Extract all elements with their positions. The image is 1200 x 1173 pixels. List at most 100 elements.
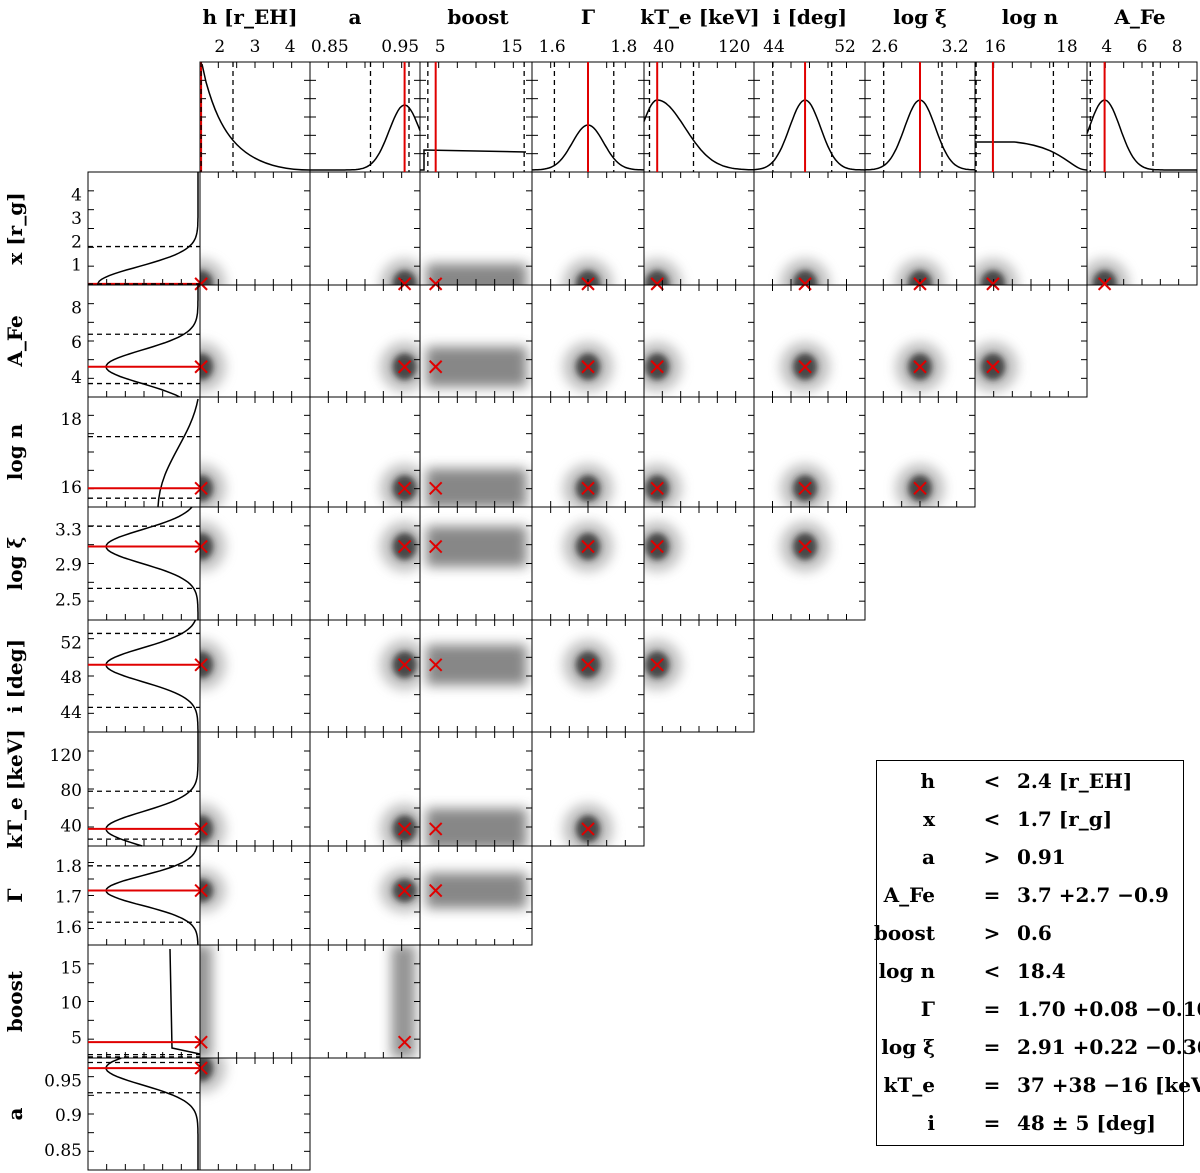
summary-name: boost bbox=[873, 921, 935, 945]
column-tick-label: 5 bbox=[435, 37, 446, 57]
best-fit-marker bbox=[397, 481, 412, 496]
summary-name: kT_e bbox=[883, 1073, 935, 1097]
hist-frame bbox=[419, 61, 533, 173]
best-fit-marker bbox=[650, 481, 664, 496]
best-fit-marker bbox=[1097, 277, 1112, 291]
row-tick-label: 44 bbox=[60, 703, 82, 723]
best-fit-marker bbox=[581, 277, 595, 291]
summary-op: = bbox=[983, 997, 1001, 1021]
panel-logxi-vs-incl bbox=[753, 506, 866, 621]
panel-logxi-vs-kte bbox=[643, 506, 755, 621]
row-tick-label: 52 bbox=[60, 633, 82, 653]
density-band bbox=[426, 346, 527, 387]
column-tick-label: 0.85 bbox=[311, 37, 349, 57]
best-fit-marker bbox=[397, 658, 412, 672]
summary-op: > bbox=[983, 921, 1001, 945]
column-tick-label: 8 bbox=[1172, 37, 1183, 57]
density-band bbox=[200, 945, 213, 1058]
row-tick-label: 4 bbox=[71, 368, 82, 388]
best-fit-marker bbox=[194, 883, 208, 898]
hist-curve bbox=[105, 732, 199, 847]
column-tick-label: 52 bbox=[834, 37, 856, 57]
row-tick-label: 0.95 bbox=[44, 1071, 82, 1091]
density-core bbox=[907, 270, 933, 285]
hist-logn bbox=[974, 61, 1088, 173]
density-core bbox=[200, 1058, 214, 1082]
summary-row: Γ = 1.70 +0.08 −0.10 bbox=[877, 991, 1200, 1029]
best-fit-marker bbox=[913, 277, 927, 291]
best-fit-marker bbox=[428, 481, 443, 496]
row-tick-label: 10 bbox=[60, 994, 82, 1014]
density-core bbox=[575, 270, 601, 285]
panel-afe-vs-h bbox=[194, 284, 311, 398]
hist-logn bbox=[87, 396, 201, 508]
best-fit-marker bbox=[194, 658, 208, 672]
best-fit-marker bbox=[194, 822, 208, 836]
density-band bbox=[426, 808, 527, 846]
density-band bbox=[426, 263, 527, 285]
best-fit-marker bbox=[194, 1035, 208, 1049]
density-band bbox=[391, 945, 416, 1058]
column-label-gamma: Γ bbox=[581, 5, 595, 29]
hist-afe bbox=[1086, 61, 1198, 173]
summary-value: 1.7 [r_g] bbox=[1017, 807, 1113, 831]
summary-op: < bbox=[983, 959, 1001, 983]
row-tick-label: 2.9 bbox=[55, 556, 82, 576]
summary-op: < bbox=[983, 769, 1001, 793]
column-tick-label: 6 bbox=[1137, 37, 1148, 57]
hist-curve bbox=[105, 285, 199, 398]
hist-a bbox=[309, 61, 421, 173]
panel-x-vs-gamma bbox=[531, 171, 645, 291]
hist-curve bbox=[753, 99, 866, 171]
panel-afe-vs-logxi bbox=[864, 284, 976, 398]
best-fit-marker bbox=[428, 539, 443, 554]
panel-logn-vs-kte bbox=[643, 396, 755, 508]
density-band bbox=[426, 644, 527, 685]
hist-x bbox=[87, 171, 201, 286]
density-band bbox=[426, 468, 527, 507]
column-label-h: h [r_EH] bbox=[202, 5, 297, 29]
best-fit-marker bbox=[194, 1061, 208, 1075]
hist-h bbox=[199, 61, 311, 173]
density-core bbox=[1092, 270, 1117, 285]
best-fit-marker bbox=[581, 360, 595, 374]
panel-afe-vs-kte bbox=[643, 284, 755, 398]
column-tick-label: 40 bbox=[653, 37, 675, 57]
hist-incl bbox=[753, 61, 866, 173]
density-core bbox=[200, 532, 214, 561]
summary-row: boost >0.6 bbox=[873, 915, 1183, 953]
hist-logxi bbox=[864, 61, 976, 173]
row-tick-label: 16 bbox=[60, 478, 82, 498]
summary-value: 37 +38 −16 [keV] bbox=[1017, 1073, 1200, 1097]
column-label-kte: kT_e [keV] bbox=[640, 5, 759, 29]
best-fit-marker bbox=[798, 360, 812, 374]
row-label-logxi: log ξ bbox=[3, 536, 27, 590]
row-tick-label: 80 bbox=[60, 781, 82, 801]
summary-name: log n bbox=[878, 959, 935, 983]
row-tick-label: 3.3 bbox=[55, 521, 82, 541]
summary-row: h <2.4 [r_EH] bbox=[877, 763, 1183, 801]
hist-curve bbox=[169, 948, 201, 1055]
hist-curve bbox=[105, 619, 199, 732]
density-core bbox=[645, 270, 670, 285]
hist-frame bbox=[643, 61, 755, 173]
column-tick-label: 0.95 bbox=[381, 37, 419, 57]
summary-name: log ξ bbox=[881, 1035, 935, 1059]
best-fit-marker bbox=[581, 539, 595, 554]
best-fit-marker bbox=[581, 481, 595, 496]
hist-curve bbox=[105, 845, 199, 946]
best-fit-marker bbox=[798, 481, 812, 496]
panel-frame bbox=[199, 944, 311, 1059]
best-fit-marker bbox=[650, 658, 664, 672]
best-fit-marker bbox=[650, 360, 664, 374]
hist-kte bbox=[643, 61, 755, 173]
density-band bbox=[426, 872, 527, 909]
hist-boost bbox=[419, 61, 533, 173]
hist-curve bbox=[97, 172, 199, 286]
summary-value: 2.4 [r_EH] bbox=[1017, 769, 1133, 793]
density-core bbox=[392, 270, 417, 285]
column-tick-label: 1.6 bbox=[539, 37, 566, 57]
panel-logn-vs-incl bbox=[753, 396, 866, 508]
best-fit-marker bbox=[913, 360, 927, 374]
